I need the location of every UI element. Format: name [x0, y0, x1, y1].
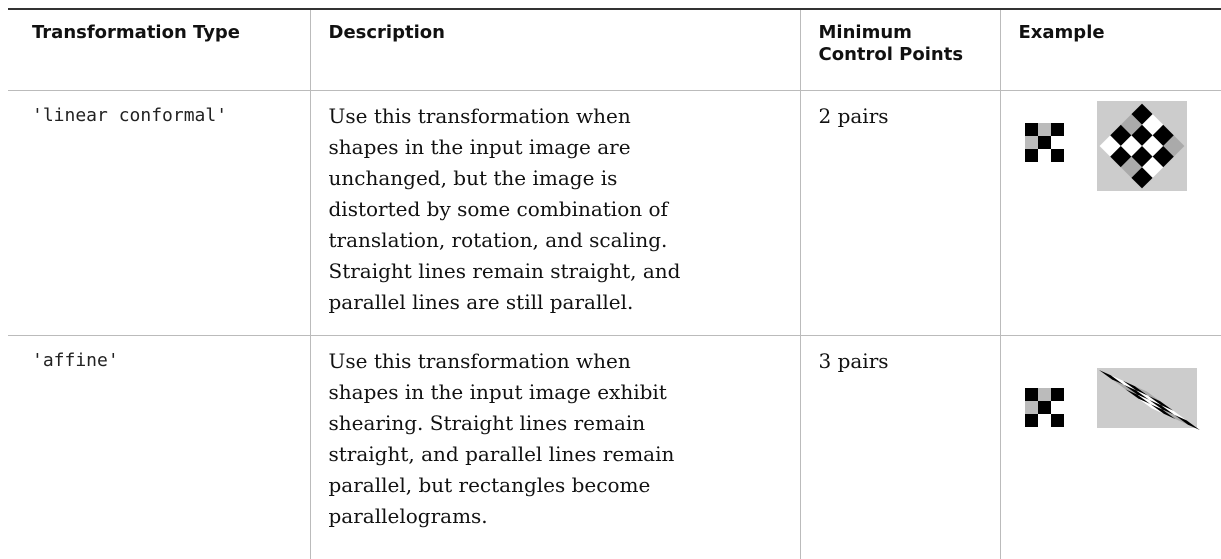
- transform-table: Transformation Type Description Minimum C…: [8, 8, 1221, 559]
- description-line: straight, and parallel lines remain: [328, 442, 675, 466]
- description-line: unchanged, but the image is: [328, 166, 618, 190]
- checker-sheared: [1098, 370, 1200, 431]
- example-cell: [999, 90, 1221, 336]
- type-cell: 'affine': [32, 350, 119, 371]
- description-cell: Use this transformation when shapes in th…: [309, 335, 800, 559]
- control-points-cell: 2 pairs: [799, 90, 1000, 336]
- header-line: Control Points: [818, 44, 964, 65]
- header-cell: Minimum Control Points: [799, 9, 1000, 91]
- example-image: [1024, 368, 1200, 431]
- example-image: [1024, 101, 1187, 191]
- header-line: Minimum: [818, 22, 912, 43]
- example-cell: [999, 335, 1221, 559]
- description-line: Straight lines remain straight, and: [328, 259, 681, 283]
- header-row: Transformation Type Description Minimum C…: [8, 9, 1221, 91]
- description-line: parallel, but rectangles become: [328, 473, 651, 497]
- description-line: Use this transformation when: [328, 104, 631, 128]
- row: 'linear conformal' Use this transformati…: [8, 90, 1221, 336]
- description-line: shearing. Straight lines remain: [328, 411, 646, 435]
- header-cell: Example: [999, 9, 1221, 91]
- description-cell: Use this transformation when shapes in th…: [309, 90, 800, 336]
- type-cell: 'linear conformal': [8, 90, 310, 336]
- header-cell: Transformation Type: [8, 9, 310, 91]
- description-line: shapes in the input image exhibit: [328, 380, 667, 404]
- description-line: parallel lines are still parallel.: [328, 290, 634, 314]
- description-line: distorted by some combination of: [328, 197, 668, 221]
- control-points-cell: 3 pairs: [799, 335, 1000, 559]
- checker-original: [1024, 388, 1064, 427]
- header-cell: Description: [309, 9, 800, 91]
- description-line: Use this transformation when: [328, 349, 631, 373]
- description-line: shapes in the input image are: [328, 135, 631, 159]
- description-line: translation, rotation, and scaling.: [328, 228, 668, 252]
- checker-original: [1024, 123, 1064, 162]
- description-line: parallelograms.: [328, 504, 488, 528]
- row: 'affine' Use this transformation when sha…: [8, 335, 1221, 559]
